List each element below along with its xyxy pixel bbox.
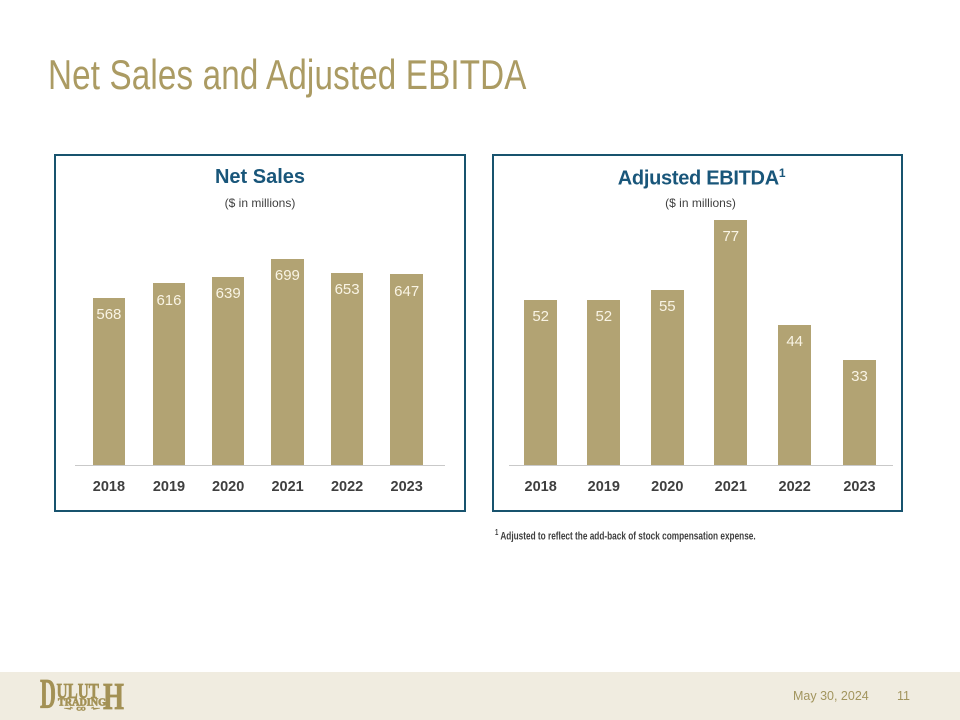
svg-text:TRADING: TRADING (58, 698, 106, 709)
svg-text:D: D (40, 679, 56, 711)
svg-text:ULUT: ULUT (57, 679, 100, 703)
svg-text:H: H (103, 679, 124, 711)
svg-text:CO: CO (77, 707, 87, 712)
